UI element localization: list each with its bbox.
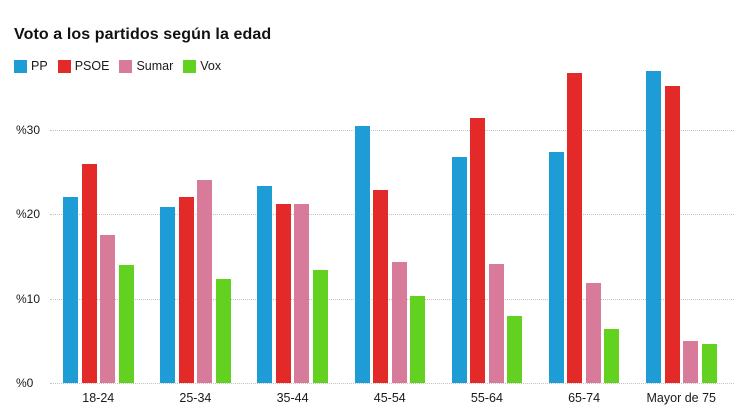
legend-item-psoe: PSOE <box>57 59 110 73</box>
bar-sumar-18-24 <box>100 235 115 383</box>
chart-title: Voto a los partidos según la edad <box>14 26 272 43</box>
bar-group-55-64 <box>451 117 523 383</box>
chart-legend: PP PSOE Sumar Vox <box>14 59 221 73</box>
bar-vox-65-74 <box>604 328 620 383</box>
bar-pp-35-44 <box>257 186 273 383</box>
legend-label: PP <box>31 59 48 73</box>
bar-pp-55-64 <box>451 156 467 383</box>
bar-group-35-44 <box>257 186 328 383</box>
bar-vox-45-54 <box>410 296 425 383</box>
bar-vox-18-24 <box>118 264 134 383</box>
bar-sumar-55-64 <box>488 263 504 383</box>
x-axis-label-35-44: 35-44 <box>276 391 309 405</box>
legend-swatch-pp <box>14 59 27 73</box>
y-axis-tick-label: %20 <box>16 207 41 221</box>
legend-item-pp: PP <box>14 59 48 73</box>
gridline-0 <box>50 383 734 384</box>
legend-swatch-vox <box>183 59 197 73</box>
bar-group-45-54 <box>354 126 425 383</box>
bar-pp-mayor-de-75 <box>646 71 662 383</box>
bar-pp-18-24 <box>63 197 78 383</box>
bar-sumar-mayor-de-75 <box>683 340 699 383</box>
x-axis-label-65-74: 65-74 <box>568 391 601 405</box>
bar-pp-25-34 <box>160 207 176 383</box>
bar-psoe-18-24 <box>81 164 97 383</box>
bar-group-65-74 <box>548 72 620 383</box>
bar-sumar-35-44 <box>294 203 310 383</box>
bar-sumar-65-74 <box>585 283 601 383</box>
bar-group-25-34 <box>160 180 231 383</box>
bar-psoe-55-64 <box>470 117 486 383</box>
gridline-20 <box>50 214 734 215</box>
legend-item-sumar: Sumar <box>119 59 173 73</box>
y-axis-tick-label: %30 <box>16 122 41 137</box>
x-axis-label-18-24: 18-24 <box>82 391 115 405</box>
legend-label: Sumar <box>136 59 174 73</box>
bar-sumar-45-54 <box>391 262 407 383</box>
bar-psoe-35-44 <box>275 203 291 383</box>
bar-group-18-24 <box>63 164 134 383</box>
x-axis-label-mayor-de-75: Mayor de 75 <box>646 391 716 405</box>
bar-vox-55-64 <box>507 316 523 383</box>
y-axis-tick-label: %0 <box>16 376 34 390</box>
bar-psoe-mayor-de-75 <box>664 86 680 383</box>
bar-vox-25-34 <box>215 279 231 383</box>
legend-label: PSOE <box>74 59 110 73</box>
legend-item-vox: Vox <box>183 59 221 73</box>
y-axis-tick-label: %10 <box>16 291 41 306</box>
legend-swatch-psoe <box>57 59 71 73</box>
x-axis-label-55-64: 55-64 <box>470 391 503 405</box>
bar-group-mayor-de-75 <box>646 71 717 383</box>
bar-psoe-45-54 <box>373 190 388 383</box>
bar-pp-45-54 <box>354 126 370 383</box>
gridline-30 <box>50 129 734 131</box>
bar-psoe-25-34 <box>178 197 194 383</box>
x-axis-label-25-34: 25-34 <box>179 391 212 405</box>
bar-pp-65-74 <box>548 152 564 383</box>
bar-sumar-25-34 <box>197 180 213 383</box>
x-axis-label-45-54: 45-54 <box>373 391 406 405</box>
bar-vox-mayor-de-75 <box>701 344 717 383</box>
bar-vox-35-44 <box>312 269 328 383</box>
bar-psoe-65-74 <box>567 72 583 383</box>
legend-label: Vox <box>200 59 222 73</box>
legend-swatch-sumar <box>119 59 133 73</box>
